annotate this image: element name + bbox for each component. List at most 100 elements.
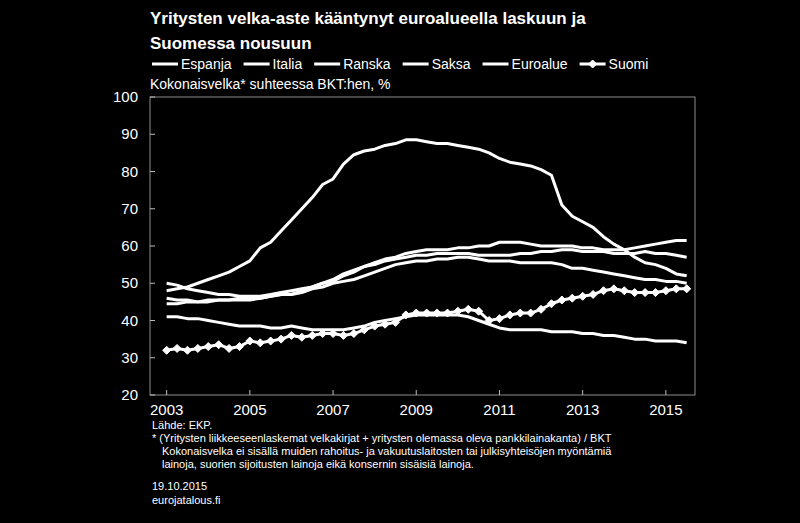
- marker: [350, 330, 358, 338]
- marker: [360, 326, 368, 334]
- marker: [235, 343, 243, 351]
- x-tick-label: 2013: [566, 401, 599, 418]
- annotation: 19.10.2015: [152, 480, 207, 492]
- marker: [267, 337, 275, 345]
- subtitle: Kokonaisvelka* suhteessa BKT:hen, %: [150, 76, 390, 92]
- x-tick: [333, 390, 334, 395]
- y-tick-label: 30: [121, 349, 138, 366]
- plot-area: [163, 140, 691, 354]
- marker: [423, 309, 431, 317]
- series-line: [167, 250, 687, 302]
- marker: [339, 331, 347, 339]
- y-tick-label: 80: [121, 163, 138, 180]
- marker: [495, 315, 503, 323]
- marker: [204, 343, 212, 351]
- marker: [641, 289, 649, 297]
- marker: [683, 285, 691, 293]
- series-line: [167, 315, 687, 343]
- x-tick: [249, 390, 250, 395]
- marker: [194, 344, 202, 352]
- marker: [433, 309, 441, 317]
- series-line: [167, 257, 687, 304]
- y-tick-label: 70: [121, 200, 138, 217]
- x-tick: [499, 390, 500, 395]
- legend-label: Italia: [273, 56, 303, 72]
- marker: [287, 331, 295, 339]
- marker: [568, 294, 576, 302]
- marker: [651, 289, 659, 297]
- marker: [443, 309, 451, 317]
- x-tick: [416, 390, 417, 395]
- marker: [599, 287, 607, 295]
- marker: [506, 311, 514, 319]
- y-tick: [150, 97, 155, 98]
- y-tick-label: 20: [121, 386, 138, 403]
- marker: [579, 292, 587, 300]
- title: Yritysten velka-aste kääntynyt euroaluee…: [150, 9, 586, 28]
- legend: Espanja Italia Ranska Saksa Euroalue Suomi: [152, 56, 648, 72]
- x-tick-label: 2007: [316, 401, 349, 418]
- marker: [225, 344, 233, 352]
- marker: [620, 287, 628, 295]
- y-tick: [150, 208, 155, 209]
- legend-line: [244, 63, 270, 66]
- marker: [215, 341, 223, 349]
- marker: [537, 305, 545, 313]
- legend-label: Saksa: [432, 56, 471, 72]
- marker: [485, 317, 493, 325]
- legend-label: Euroalue: [512, 56, 568, 72]
- x-tick-label: 2011: [483, 401, 515, 418]
- y-tick: [150, 171, 155, 172]
- marker: [402, 311, 410, 319]
- marker: [547, 300, 555, 308]
- marker: [381, 320, 389, 328]
- annotation: * (Yritysten liikkeeseenlaskemat velkaki…: [152, 432, 612, 444]
- marker: [558, 296, 566, 304]
- y-tick-label: 50: [121, 274, 138, 291]
- marker: [527, 309, 535, 317]
- annotation: Lähde: EKP.: [152, 419, 212, 431]
- x-tick: [582, 390, 583, 395]
- marker: [464, 305, 472, 313]
- series-line: [167, 140, 687, 291]
- marker: [589, 60, 597, 68]
- marker: [308, 331, 316, 339]
- series-line: [167, 289, 687, 350]
- legend-label: Espanja: [181, 56, 232, 72]
- marker: [163, 346, 171, 354]
- legend-line: [483, 63, 509, 66]
- y-tick: [150, 395, 155, 396]
- annotation: Kokonaisvelka ei sisällä muiden rahoitus…: [162, 445, 612, 457]
- x-tick-label: 2009: [400, 401, 433, 418]
- marker: [256, 339, 264, 347]
- title: Suomessa nousuun: [150, 34, 312, 53]
- y-tick-label: 100: [113, 88, 138, 105]
- marker: [631, 289, 639, 297]
- legend-label: Ranska: [343, 56, 391, 72]
- x-tick-label: 2003: [150, 401, 183, 418]
- legend-line: [403, 63, 429, 66]
- marker: [589, 290, 597, 298]
- legend-label: Suomi: [609, 56, 649, 72]
- y-tick-label: 90: [121, 125, 138, 142]
- marker: [516, 309, 524, 317]
- marker: [173, 344, 181, 352]
- y-tick: [150, 320, 155, 321]
- legend-line: [152, 63, 178, 66]
- marker: [246, 337, 254, 345]
- marker: [183, 346, 191, 354]
- marker: [475, 307, 483, 315]
- annotation: lainoja, suorien sijoitusten lainoja eik…: [162, 458, 474, 470]
- x-tick-label: 2015: [649, 401, 682, 418]
- y-tick: [150, 134, 155, 135]
- marker: [319, 330, 327, 338]
- x-tick: [665, 390, 666, 395]
- chart: Yritysten velka-aste kääntynyt euroaluee…: [0, 0, 800, 523]
- legend-line: [314, 63, 340, 66]
- marker: [371, 322, 379, 330]
- marker: [329, 330, 337, 338]
- y-tick-label: 60: [121, 237, 138, 254]
- marker: [672, 285, 680, 293]
- plot-frame: [150, 97, 695, 395]
- marker: [454, 307, 462, 315]
